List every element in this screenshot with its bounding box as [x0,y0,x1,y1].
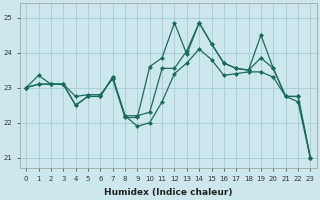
X-axis label: Humidex (Indice chaleur): Humidex (Indice chaleur) [104,188,233,197]
